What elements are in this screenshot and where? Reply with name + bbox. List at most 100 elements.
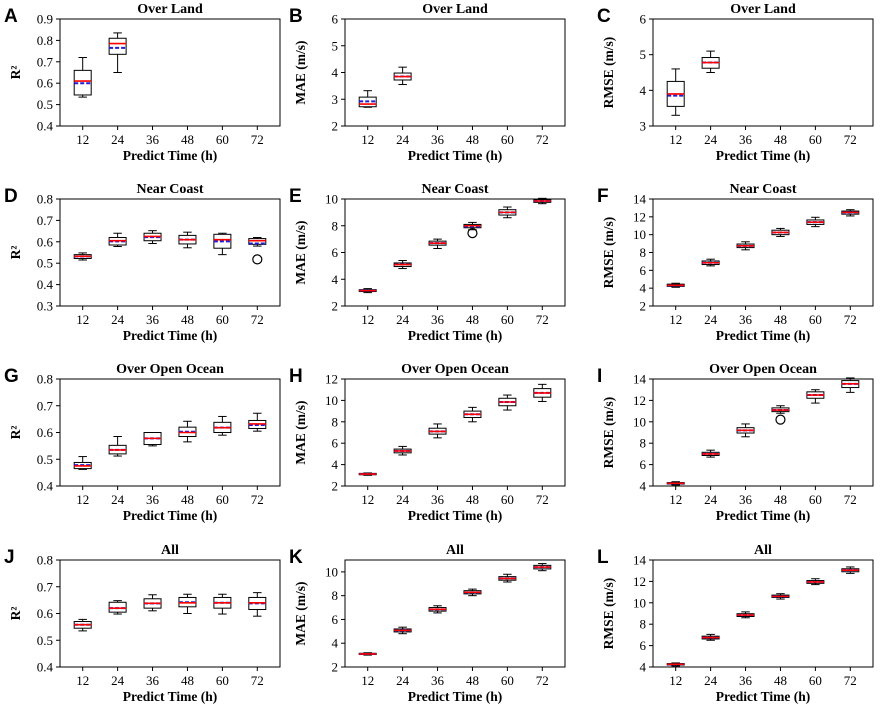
y-tick-label: 5 — [640, 47, 647, 62]
x-tick-label: 24 — [396, 312, 410, 327]
box-24h — [393, 66, 412, 86]
x-tick-label: 48 — [181, 492, 194, 507]
panel-letter: L — [597, 547, 609, 568]
outlier-point — [252, 254, 263, 265]
y-tick-label: 2 — [332, 479, 339, 494]
x-tick-label: 36 — [739, 673, 753, 688]
x-tick-label: 48 — [181, 132, 194, 147]
x-tick-label: 60 — [216, 132, 229, 147]
box-48h — [771, 405, 790, 425]
x-tick-label: 60 — [216, 673, 229, 688]
x-tick-label: 72 — [536, 132, 549, 147]
x-tick-label: 48 — [181, 673, 194, 688]
box-72h — [533, 197, 552, 205]
x-tick-label: 60 — [501, 132, 514, 147]
x-tick-label: 24 — [111, 673, 125, 688]
box-12h — [73, 57, 92, 98]
panel-a: A Over Land 0.4 0.5 0.6 0.7 0.8 0.9 12 24 36 48 60 72… — [4, 2, 281, 163]
x-tick-label: 48 — [466, 492, 479, 507]
box-60h — [213, 593, 232, 615]
box-12h — [358, 90, 377, 108]
x-tick-label: 36 — [431, 132, 445, 147]
box-12h — [358, 288, 377, 294]
y-tick-label: 0.5 — [37, 452, 53, 467]
box-24h — [393, 260, 412, 270]
box-36h — [736, 241, 755, 251]
y-tick-label: 10 — [633, 414, 646, 429]
box-60h — [806, 389, 825, 404]
box-60h — [498, 206, 517, 219]
box-36h — [736, 611, 755, 619]
y-axis-label: R² — [8, 426, 23, 440]
y-tick-label: 0.8 — [37, 192, 53, 207]
x-tick-label: 36 — [146, 673, 160, 688]
box-24h — [701, 258, 720, 267]
box-24h — [701, 449, 720, 458]
y-axis-label: MAE (m/s) — [293, 40, 308, 104]
x-axis-label: Predict Time (h) — [408, 328, 503, 343]
x-tick-label: 72 — [844, 673, 857, 688]
y-tick-label: 0.9 — [37, 12, 53, 27]
outlier-point — [775, 414, 786, 425]
x-tick-label: 12 — [76, 492, 89, 507]
panel-title: All — [754, 543, 772, 558]
plot-frame — [59, 18, 281, 127]
panel-l: L All 4 6 8 10 12 14 12 24 36 48 60 72 Predict Time (h… — [597, 543, 874, 704]
box-48h — [178, 231, 197, 249]
y-tick-label: 0.3 — [37, 299, 53, 314]
x-tick-label: 48 — [774, 492, 787, 507]
box-60h — [213, 415, 232, 436]
x-tick-label: 24 — [396, 132, 410, 147]
x-tick-label: 24 — [704, 312, 718, 327]
panel-letter: G — [4, 366, 19, 387]
y-tick-label: 4 — [640, 83, 647, 98]
x-axis-label: Predict Time (h) — [123, 328, 218, 343]
box-48h — [178, 420, 197, 443]
x-tick-label: 60 — [501, 492, 514, 507]
x-tick-label: 72 — [536, 312, 549, 327]
x-axis-label: Predict Time (h) — [123, 148, 218, 163]
x-tick-label: 24 — [704, 492, 718, 507]
y-tick-label: 6 — [332, 612, 339, 627]
x-tick-label: 12 — [76, 673, 89, 688]
x-tick-label: 12 — [361, 673, 374, 688]
x-tick-label: 48 — [774, 132, 787, 147]
box-24h — [108, 436, 127, 457]
y-tick-label: 0.8 — [37, 33, 53, 48]
box-72h — [248, 237, 267, 265]
y-tick-label: 10 — [325, 564, 338, 579]
x-tick-label: 60 — [216, 492, 229, 507]
y-tick-label: 0.7 — [37, 579, 54, 594]
y-axis-label: R² — [8, 66, 23, 80]
y-tick-label: 10 — [633, 227, 646, 242]
y-tick-label: 6 — [332, 436, 339, 451]
y-axis-label: MAE (m/s) — [293, 581, 308, 645]
panel-d: D Near Coast 0.3 0.4 0.5 0.6 0.7 0.8 12 24 36 48 60 7… — [4, 182, 281, 343]
x-tick-label: 24 — [396, 673, 410, 688]
box-72h — [248, 412, 267, 432]
y-tick-label: 0.6 — [37, 234, 54, 249]
y-tick-label: 2 — [332, 119, 339, 134]
panel-c: C Over Land 3 4 5 6 12 24 36 48 60 72 Predict Time (… — [597, 2, 874, 163]
y-tick-label: 4 — [332, 636, 339, 651]
x-tick-label: 12 — [669, 492, 682, 507]
y-tick-label: 0.8 — [37, 372, 53, 387]
x-tick-label: 72 — [844, 312, 857, 327]
panel-title: Near Coast — [729, 182, 796, 197]
box-48h — [178, 593, 197, 614]
box-12h — [358, 472, 377, 476]
y-tick-label: 2 — [640, 299, 647, 314]
y-axis-label: MAE (m/s) — [293, 400, 308, 464]
y-tick-label: 6 — [640, 457, 647, 472]
x-tick-label: 48 — [466, 673, 479, 688]
box-72h — [841, 377, 860, 393]
x-axis-label: Predict Time (h) — [123, 508, 218, 523]
y-tick-label: 12 — [325, 372, 338, 387]
plot-frame — [59, 559, 281, 668]
plot-frame — [652, 378, 874, 487]
x-tick-label: 60 — [501, 673, 514, 688]
box-72h — [533, 563, 552, 572]
y-tick-label: 0.8 — [37, 553, 53, 568]
